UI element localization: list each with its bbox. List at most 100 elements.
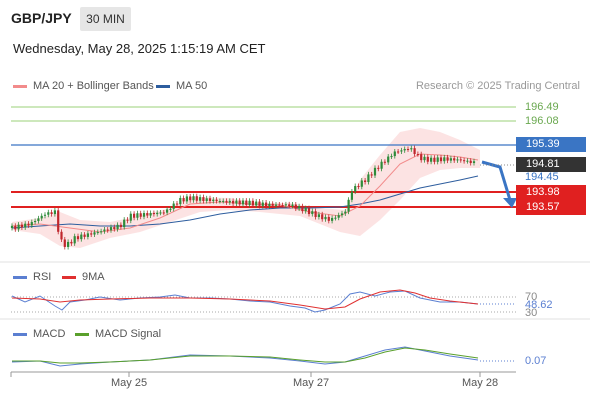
candle-body: [208, 198, 212, 202]
candle-body: [70, 241, 73, 244]
candle-body: [63, 239, 66, 247]
legend-rsi-ma-label: 9MA: [82, 271, 105, 283]
candle-body: [327, 216, 330, 221]
candle-body: [307, 208, 311, 215]
candle-body: [67, 241, 70, 247]
candle-body: [453, 158, 456, 161]
candle-body: [443, 157, 446, 162]
candle-body: [245, 200, 248, 205]
candle-body: [93, 232, 96, 235]
candle-body: [416, 154, 419, 156]
candle-body: [123, 219, 126, 228]
candle-body: [403, 148, 406, 151]
legend-ma50: MA 50: [156, 80, 207, 92]
candle-body: [350, 191, 353, 200]
current-price-tag: 194.81: [516, 157, 586, 172]
candle-body: [241, 200, 245, 205]
rsi-ma-swatch: [62, 275, 76, 279]
candle-body: [103, 229, 106, 232]
candle-body: [17, 224, 20, 230]
candle-body: [129, 213, 132, 221]
ma20-swatch: [13, 84, 27, 88]
candle-body: [274, 204, 278, 206]
candle-body: [400, 150, 403, 152]
candle-body: [166, 209, 169, 213]
candle-body: [433, 157, 436, 162]
timeframe-button[interactable]: 30 MIN: [80, 7, 131, 31]
candle-body: [337, 215, 340, 218]
candle-body: [466, 160, 469, 162]
candle-body: [393, 151, 396, 157]
candle-body: [340, 213, 344, 216]
legend-macd-signal: MACD Signal: [75, 328, 161, 340]
rsi-30-label: 30: [525, 307, 538, 319]
candle-body: [159, 212, 162, 214]
legend-rsi: RSI: [13, 271, 51, 283]
ma50-swatch: [156, 84, 170, 88]
candle-body: [291, 204, 294, 207]
candle-body: [192, 196, 195, 201]
candle-body: [185, 196, 188, 202]
candle-body: [456, 159, 459, 161]
candle-body: [30, 222, 33, 226]
candle-body: [367, 174, 370, 183]
candle-body: [446, 157, 449, 161]
candle-body: [331, 217, 334, 221]
candle-body: [311, 211, 314, 215]
candle-body: [271, 203, 274, 206]
candle-body: [53, 210, 56, 215]
candle-body: [86, 233, 89, 237]
rsi-70-label: 70: [525, 291, 538, 303]
candle-body: [281, 205, 284, 207]
candle-body: [413, 148, 416, 155]
forecast-arrow: [481, 160, 512, 201]
candle-body: [463, 160, 466, 162]
candle-body: [80, 234, 83, 240]
candle-body: [377, 167, 380, 169]
candle-body: [284, 204, 287, 206]
candle-body: [238, 200, 241, 205]
rsi-line: [11, 290, 479, 313]
candle-body: [109, 227, 113, 231]
candle-body: [172, 203, 175, 209]
rsi-ma-line: [11, 289, 479, 310]
candle-body: [278, 204, 281, 206]
candle-body: [146, 213, 149, 216]
candle-body: [179, 197, 182, 205]
level-193-57-tag: 193.57: [516, 200, 586, 215]
candle-body: [162, 212, 165, 214]
macd-signal-line: [12, 347, 479, 364]
candle-body: [235, 200, 238, 204]
candle-body: [439, 157, 443, 162]
candle-body: [228, 200, 231, 203]
level-196-08-label: 196.08: [525, 115, 559, 127]
candle-body: [426, 156, 429, 162]
candle-body: [294, 204, 297, 209]
rsi-swatch: [13, 275, 27, 279]
forecast-arrowhead: [503, 198, 517, 208]
candle-body: [57, 210, 60, 232]
candle-body: [76, 236, 80, 240]
candle-body: [436, 157, 439, 162]
candle-body: [334, 217, 337, 219]
candle-body: [364, 180, 367, 183]
candle-body: [202, 197, 205, 201]
candle-body: [321, 214, 324, 220]
candle-body: [133, 213, 136, 218]
candle-body: [317, 214, 320, 218]
candle-body: [100, 231, 103, 233]
candle-body: [360, 180, 363, 187]
candle-body: [265, 202, 268, 207]
candle-body: [152, 212, 155, 215]
candle-body: [301, 206, 304, 212]
candle-body: [27, 223, 30, 226]
legend-ma50-label: MA 50: [176, 80, 208, 92]
candle-body: [472, 161, 476, 164]
candle-body: [390, 156, 393, 158]
legend-ma20: MA 20 + Bollinger Bands: [13, 80, 154, 92]
macd-value-label: 0.07: [525, 355, 547, 367]
candle-body: [37, 218, 40, 221]
x-label-may27: May 27: [293, 377, 330, 389]
candle-body: [248, 200, 251, 205]
candle-body: [199, 197, 202, 201]
